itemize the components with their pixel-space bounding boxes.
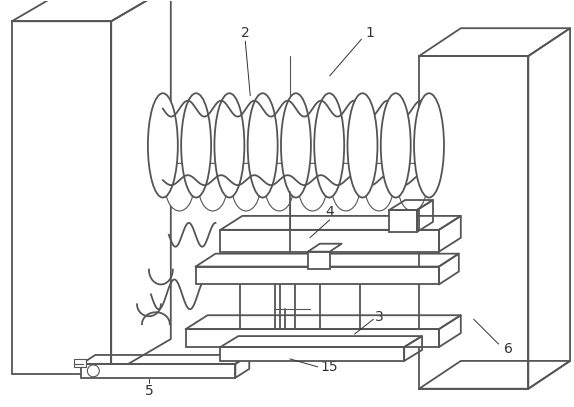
Ellipse shape (248, 93, 278, 197)
Ellipse shape (365, 163, 393, 211)
Ellipse shape (347, 93, 378, 197)
Ellipse shape (199, 163, 227, 211)
Text: 6: 6 (504, 342, 513, 356)
Text: 15: 15 (321, 360, 339, 374)
Bar (389, 210, 417, 232)
Text: 5: 5 (145, 384, 153, 398)
Circle shape (87, 365, 99, 377)
Bar (12, 21, 111, 374)
Bar (75, 359, 86, 367)
Bar (196, 267, 439, 284)
Ellipse shape (181, 93, 211, 197)
Bar (419, 56, 528, 389)
Bar (308, 252, 329, 269)
Bar (220, 347, 404, 361)
Ellipse shape (314, 93, 344, 197)
Bar (220, 230, 439, 252)
Bar (82, 364, 235, 378)
Ellipse shape (265, 163, 293, 211)
Ellipse shape (381, 93, 411, 197)
Bar (186, 329, 439, 347)
Ellipse shape (414, 93, 444, 197)
Ellipse shape (232, 163, 260, 211)
Ellipse shape (215, 93, 245, 197)
Ellipse shape (148, 93, 178, 197)
Ellipse shape (281, 93, 311, 197)
Text: 2: 2 (241, 26, 250, 40)
Ellipse shape (298, 163, 327, 211)
Text: 3: 3 (375, 310, 384, 324)
Ellipse shape (398, 163, 426, 211)
Ellipse shape (332, 163, 360, 211)
Ellipse shape (165, 163, 193, 211)
Text: 4: 4 (325, 205, 334, 219)
Text: 1: 1 (365, 26, 374, 40)
